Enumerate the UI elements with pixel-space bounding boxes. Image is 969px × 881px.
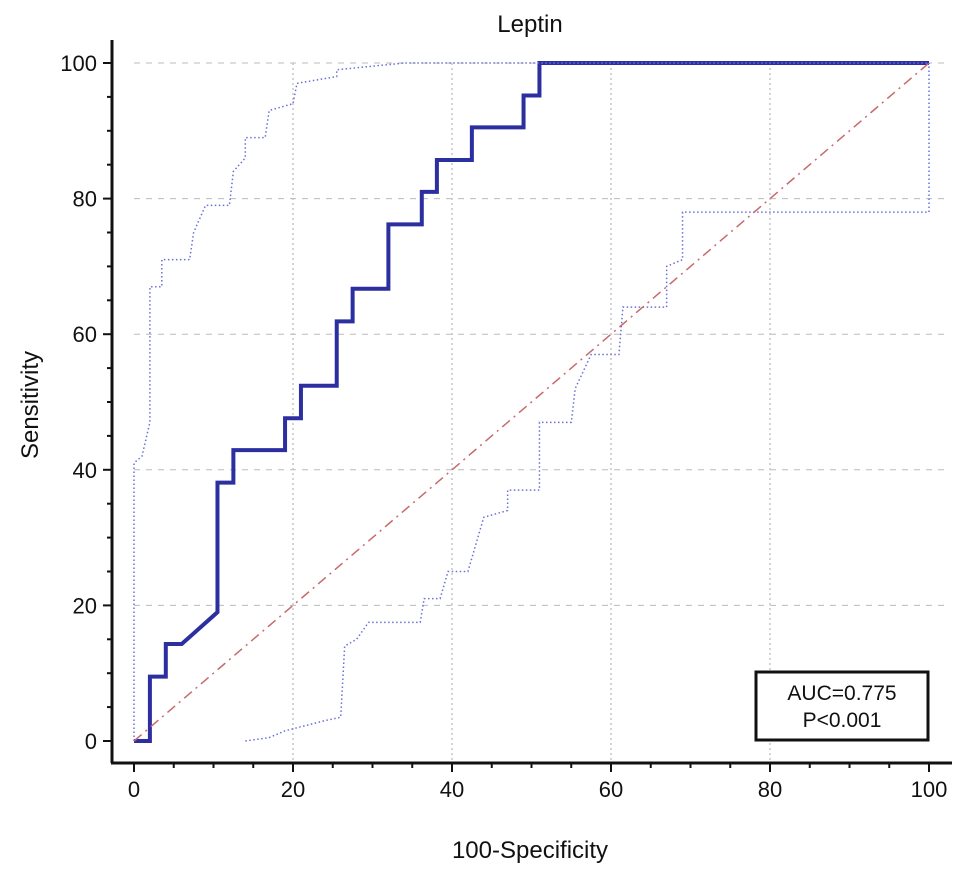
y-tick-label: 40 — [73, 458, 97, 483]
axes: 0 20 40 60 80 100 0 20 40 60 80 100 — [60, 40, 952, 802]
x-tick-label: 0 — [128, 777, 140, 802]
x-tick-label: 80 — [758, 777, 782, 802]
y-tick-label: 0 — [85, 729, 97, 754]
y-tick-label: 80 — [73, 187, 97, 212]
y-axis-label: Sensitivity — [17, 351, 44, 459]
upper-ci-curve — [133, 62, 929, 741]
x-tick-label: 40 — [440, 777, 464, 802]
series-group — [133, 61, 930, 743]
auc-label: AUC=0.775 — [787, 682, 896, 705]
reference-line — [133, 62, 930, 742]
y-tick-label: 60 — [73, 322, 97, 347]
x-axis-label: 100-Specificity — [452, 837, 608, 864]
chart-title: Leptin — [497, 11, 562, 38]
y-tick-label: 100 — [60, 51, 97, 76]
x-tick-label: 20 — [281, 777, 305, 802]
legend-box: AUC=0.775 P<0.001 — [754, 670, 930, 742]
p-value-label: P<0.001 — [803, 709, 882, 732]
grid-lines — [134, 62, 949, 761]
roc-curve — [134, 61, 929, 743]
x-tick-label: 60 — [599, 777, 623, 802]
x-tick-label: 100 — [911, 777, 948, 802]
lower-ci-curve — [245, 63, 930, 742]
y-tick-label: 20 — [73, 593, 97, 618]
